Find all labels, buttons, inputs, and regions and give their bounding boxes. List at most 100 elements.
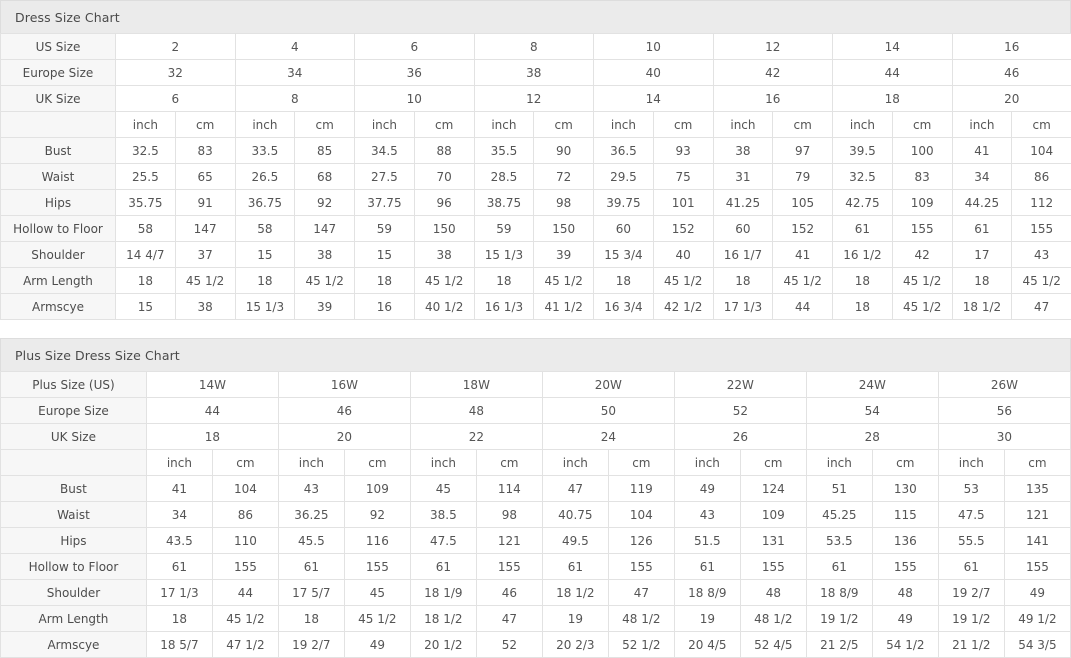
unit-cell: inch (355, 112, 415, 138)
measure-cell: 109 (344, 476, 410, 502)
row-label: Arm Length (1, 606, 147, 632)
unit-cell: cm (608, 450, 674, 476)
row-label: Shoulder (1, 242, 116, 268)
measure-cell: 21 2/5 (806, 632, 872, 658)
size-header-cell: 10 (355, 86, 475, 112)
measure-cell: 43 (674, 502, 740, 528)
measure-cell: 110 (212, 528, 278, 554)
size-header-cell: 28 (806, 424, 938, 450)
measure-cell: 83 (892, 164, 952, 190)
unit-cell: cm (175, 112, 235, 138)
measure-cell: 18 (952, 268, 1012, 294)
measure-cell: 75 (653, 164, 713, 190)
size-header-cell: 44 (833, 60, 953, 86)
measure-cell: 19 1/2 (806, 606, 872, 632)
size-header-cell: 12 (474, 86, 594, 112)
measure-cell: 51 (806, 476, 872, 502)
measure-cell: 61 (542, 554, 608, 580)
unit-cell: cm (534, 112, 594, 138)
row-label: Hips (1, 528, 147, 554)
row-label: Shoulder (1, 580, 147, 606)
size-header-cell: 26 (674, 424, 806, 450)
measure-cell: 45 1/2 (414, 268, 474, 294)
measure-cell: 39.75 (594, 190, 654, 216)
size-header-cell: 42 (713, 60, 833, 86)
row-label: Plus Size (US) (1, 372, 147, 398)
measure-cell: 72 (534, 164, 594, 190)
measure-cell: 155 (740, 554, 806, 580)
measure-cell: 45 (344, 580, 410, 606)
measure-cell: 52 4/5 (740, 632, 806, 658)
measure-cell: 47 (608, 580, 674, 606)
chart-title: Plus Size Dress Size Chart (0, 338, 1071, 371)
measure-cell: 68 (295, 164, 355, 190)
measure-cell: 43 (278, 476, 344, 502)
measure-cell: 15 (116, 294, 176, 320)
measure-cell: 45 1/2 (773, 268, 833, 294)
unit-cell: inch (116, 112, 176, 138)
unit-cell: inch (594, 112, 654, 138)
size-header-cell: 4 (235, 34, 355, 60)
measure-cell: 114 (476, 476, 542, 502)
size-header-cell: 20W (542, 372, 674, 398)
measure-cell: 38 (713, 138, 773, 164)
measure-cell: 61 (674, 554, 740, 580)
measure-cell: 18 (116, 268, 176, 294)
measure-cell: 39 (534, 242, 594, 268)
measure-cell: 104 (212, 476, 278, 502)
measure-cell: 45 1/2 (212, 606, 278, 632)
measure-cell: 20 2/3 (542, 632, 608, 658)
row-label: Armscye (1, 294, 116, 320)
measure-cell: 18 (833, 294, 893, 320)
measure-cell: 45.5 (278, 528, 344, 554)
measure-cell: 36.25 (278, 502, 344, 528)
size-header-cell: 34 (235, 60, 355, 86)
measure-cell: 58 (235, 216, 295, 242)
row-label: Arm Length (1, 268, 116, 294)
measure-cell: 152 (773, 216, 833, 242)
measure-cell: 48 (872, 580, 938, 606)
measure-cell: 38 (295, 242, 355, 268)
row-label: Armscye (1, 632, 147, 658)
measure-cell: 121 (476, 528, 542, 554)
measure-cell: 39.5 (833, 138, 893, 164)
measure-cell: 18 (833, 268, 893, 294)
measure-cell: 47 (542, 476, 608, 502)
measure-cell: 49 (344, 632, 410, 658)
measure-cell: 36.5 (594, 138, 654, 164)
measure-cell: 155 (892, 216, 952, 242)
measure-cell: 155 (608, 554, 674, 580)
measure-cell: 92 (344, 502, 410, 528)
measure-cell: 150 (414, 216, 474, 242)
measure-cell: 17 5/7 (278, 580, 344, 606)
measure-cell: 31 (713, 164, 773, 190)
size-header-cell: 36 (355, 60, 475, 86)
measure-cell: 28.5 (474, 164, 534, 190)
measure-cell: 17 1/3 (146, 580, 212, 606)
size-header-cell: 18 (146, 424, 278, 450)
measure-cell: 16 3/4 (594, 294, 654, 320)
size-header-cell: 44 (146, 398, 278, 424)
measure-cell: 61 (833, 216, 893, 242)
measure-cell: 33.5 (235, 138, 295, 164)
measure-cell: 20 1/2 (410, 632, 476, 658)
measure-cell: 97 (773, 138, 833, 164)
row-label: Hips (1, 190, 116, 216)
measure-cell: 91 (175, 190, 235, 216)
measure-cell: 61 (146, 554, 212, 580)
measure-cell: 18 (355, 268, 415, 294)
measure-cell: 16 1/3 (474, 294, 534, 320)
measure-cell: 152 (653, 216, 713, 242)
measure-cell: 18 1/9 (410, 580, 476, 606)
